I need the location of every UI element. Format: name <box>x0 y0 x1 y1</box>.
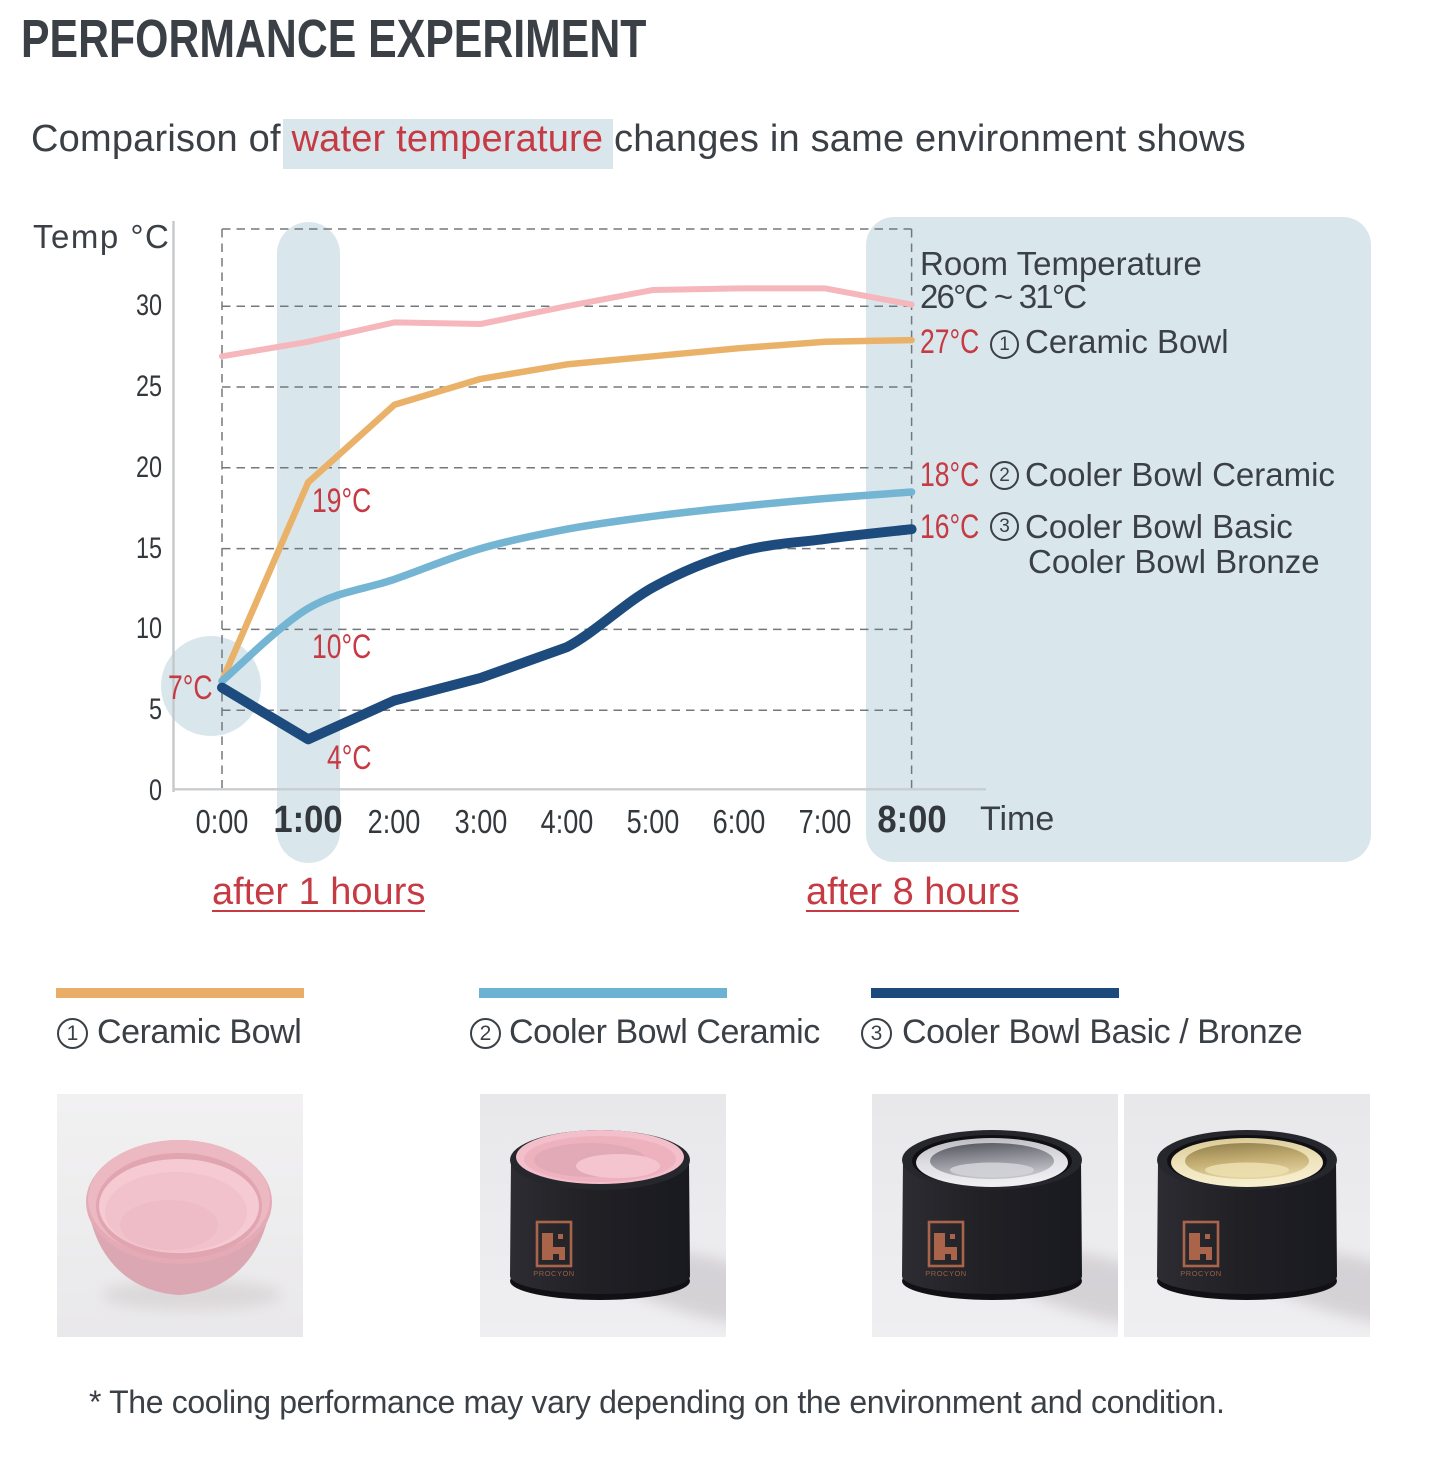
svg-text:PROCYON: PROCYON <box>533 1269 574 1278</box>
svg-text:PROCYON: PROCYON <box>1180 1269 1221 1278</box>
svg-text:PROCYON: PROCYON <box>925 1269 966 1278</box>
